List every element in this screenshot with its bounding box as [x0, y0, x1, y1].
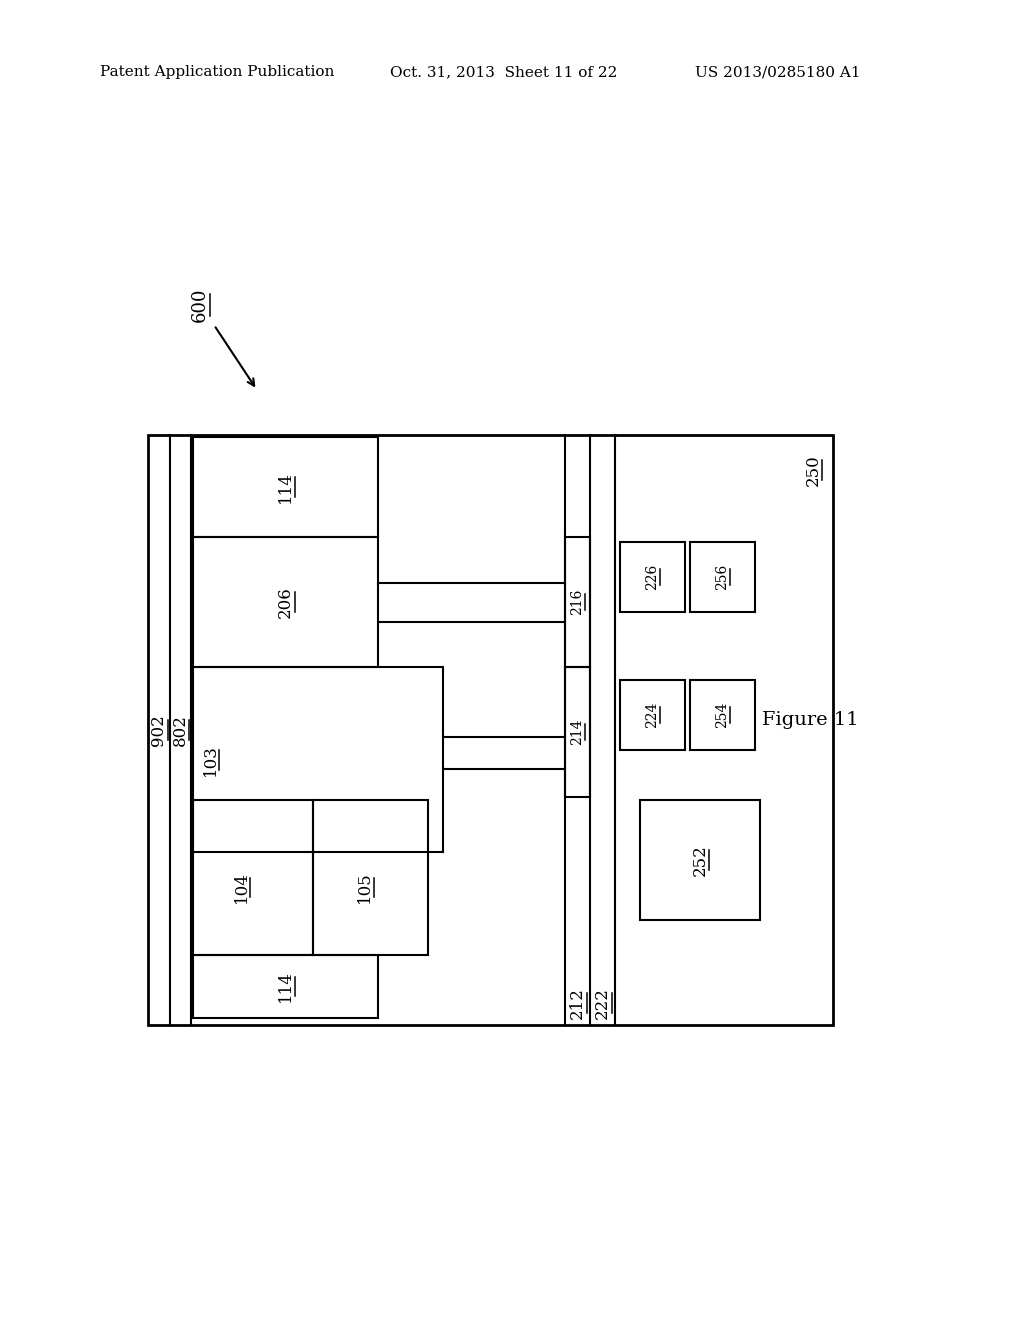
Bar [565, 537, 590, 667]
Bar [193, 800, 313, 954]
Text: 104: 104 [232, 871, 250, 903]
Text: 224: 224 [645, 702, 659, 729]
Bar [193, 667, 443, 851]
Bar [620, 680, 685, 750]
Text: 114: 114 [278, 471, 294, 503]
Text: 250: 250 [805, 454, 821, 486]
Bar [313, 800, 428, 954]
Bar [193, 954, 378, 1018]
Text: 252: 252 [691, 843, 709, 876]
Text: 103: 103 [202, 744, 218, 776]
Text: 216: 216 [570, 589, 585, 615]
Bar [565, 667, 590, 797]
Text: 802: 802 [171, 714, 188, 746]
Text: 902: 902 [151, 714, 168, 746]
Bar [620, 543, 685, 612]
Bar [690, 543, 755, 612]
Bar [148, 436, 833, 1026]
Text: Patent Application Publication: Patent Application Publication [100, 65, 335, 79]
Text: 212: 212 [569, 987, 586, 1019]
Text: 114: 114 [278, 970, 294, 1002]
Text: US 2013/0285180 A1: US 2013/0285180 A1 [695, 65, 860, 79]
Text: 600: 600 [191, 288, 209, 322]
Text: 222: 222 [594, 987, 611, 1019]
Bar [640, 800, 760, 920]
Text: 214: 214 [570, 719, 585, 746]
Text: Figure 11: Figure 11 [762, 711, 858, 729]
Text: 256: 256 [716, 564, 729, 590]
Bar [193, 537, 378, 667]
Text: 254: 254 [716, 702, 729, 729]
Bar [690, 680, 755, 750]
Text: 226: 226 [645, 564, 659, 590]
Text: 105: 105 [356, 871, 374, 903]
Text: 206: 206 [278, 586, 294, 618]
Text: Oct. 31, 2013  Sheet 11 of 22: Oct. 31, 2013 Sheet 11 of 22 [390, 65, 617, 79]
Bar [193, 437, 378, 537]
